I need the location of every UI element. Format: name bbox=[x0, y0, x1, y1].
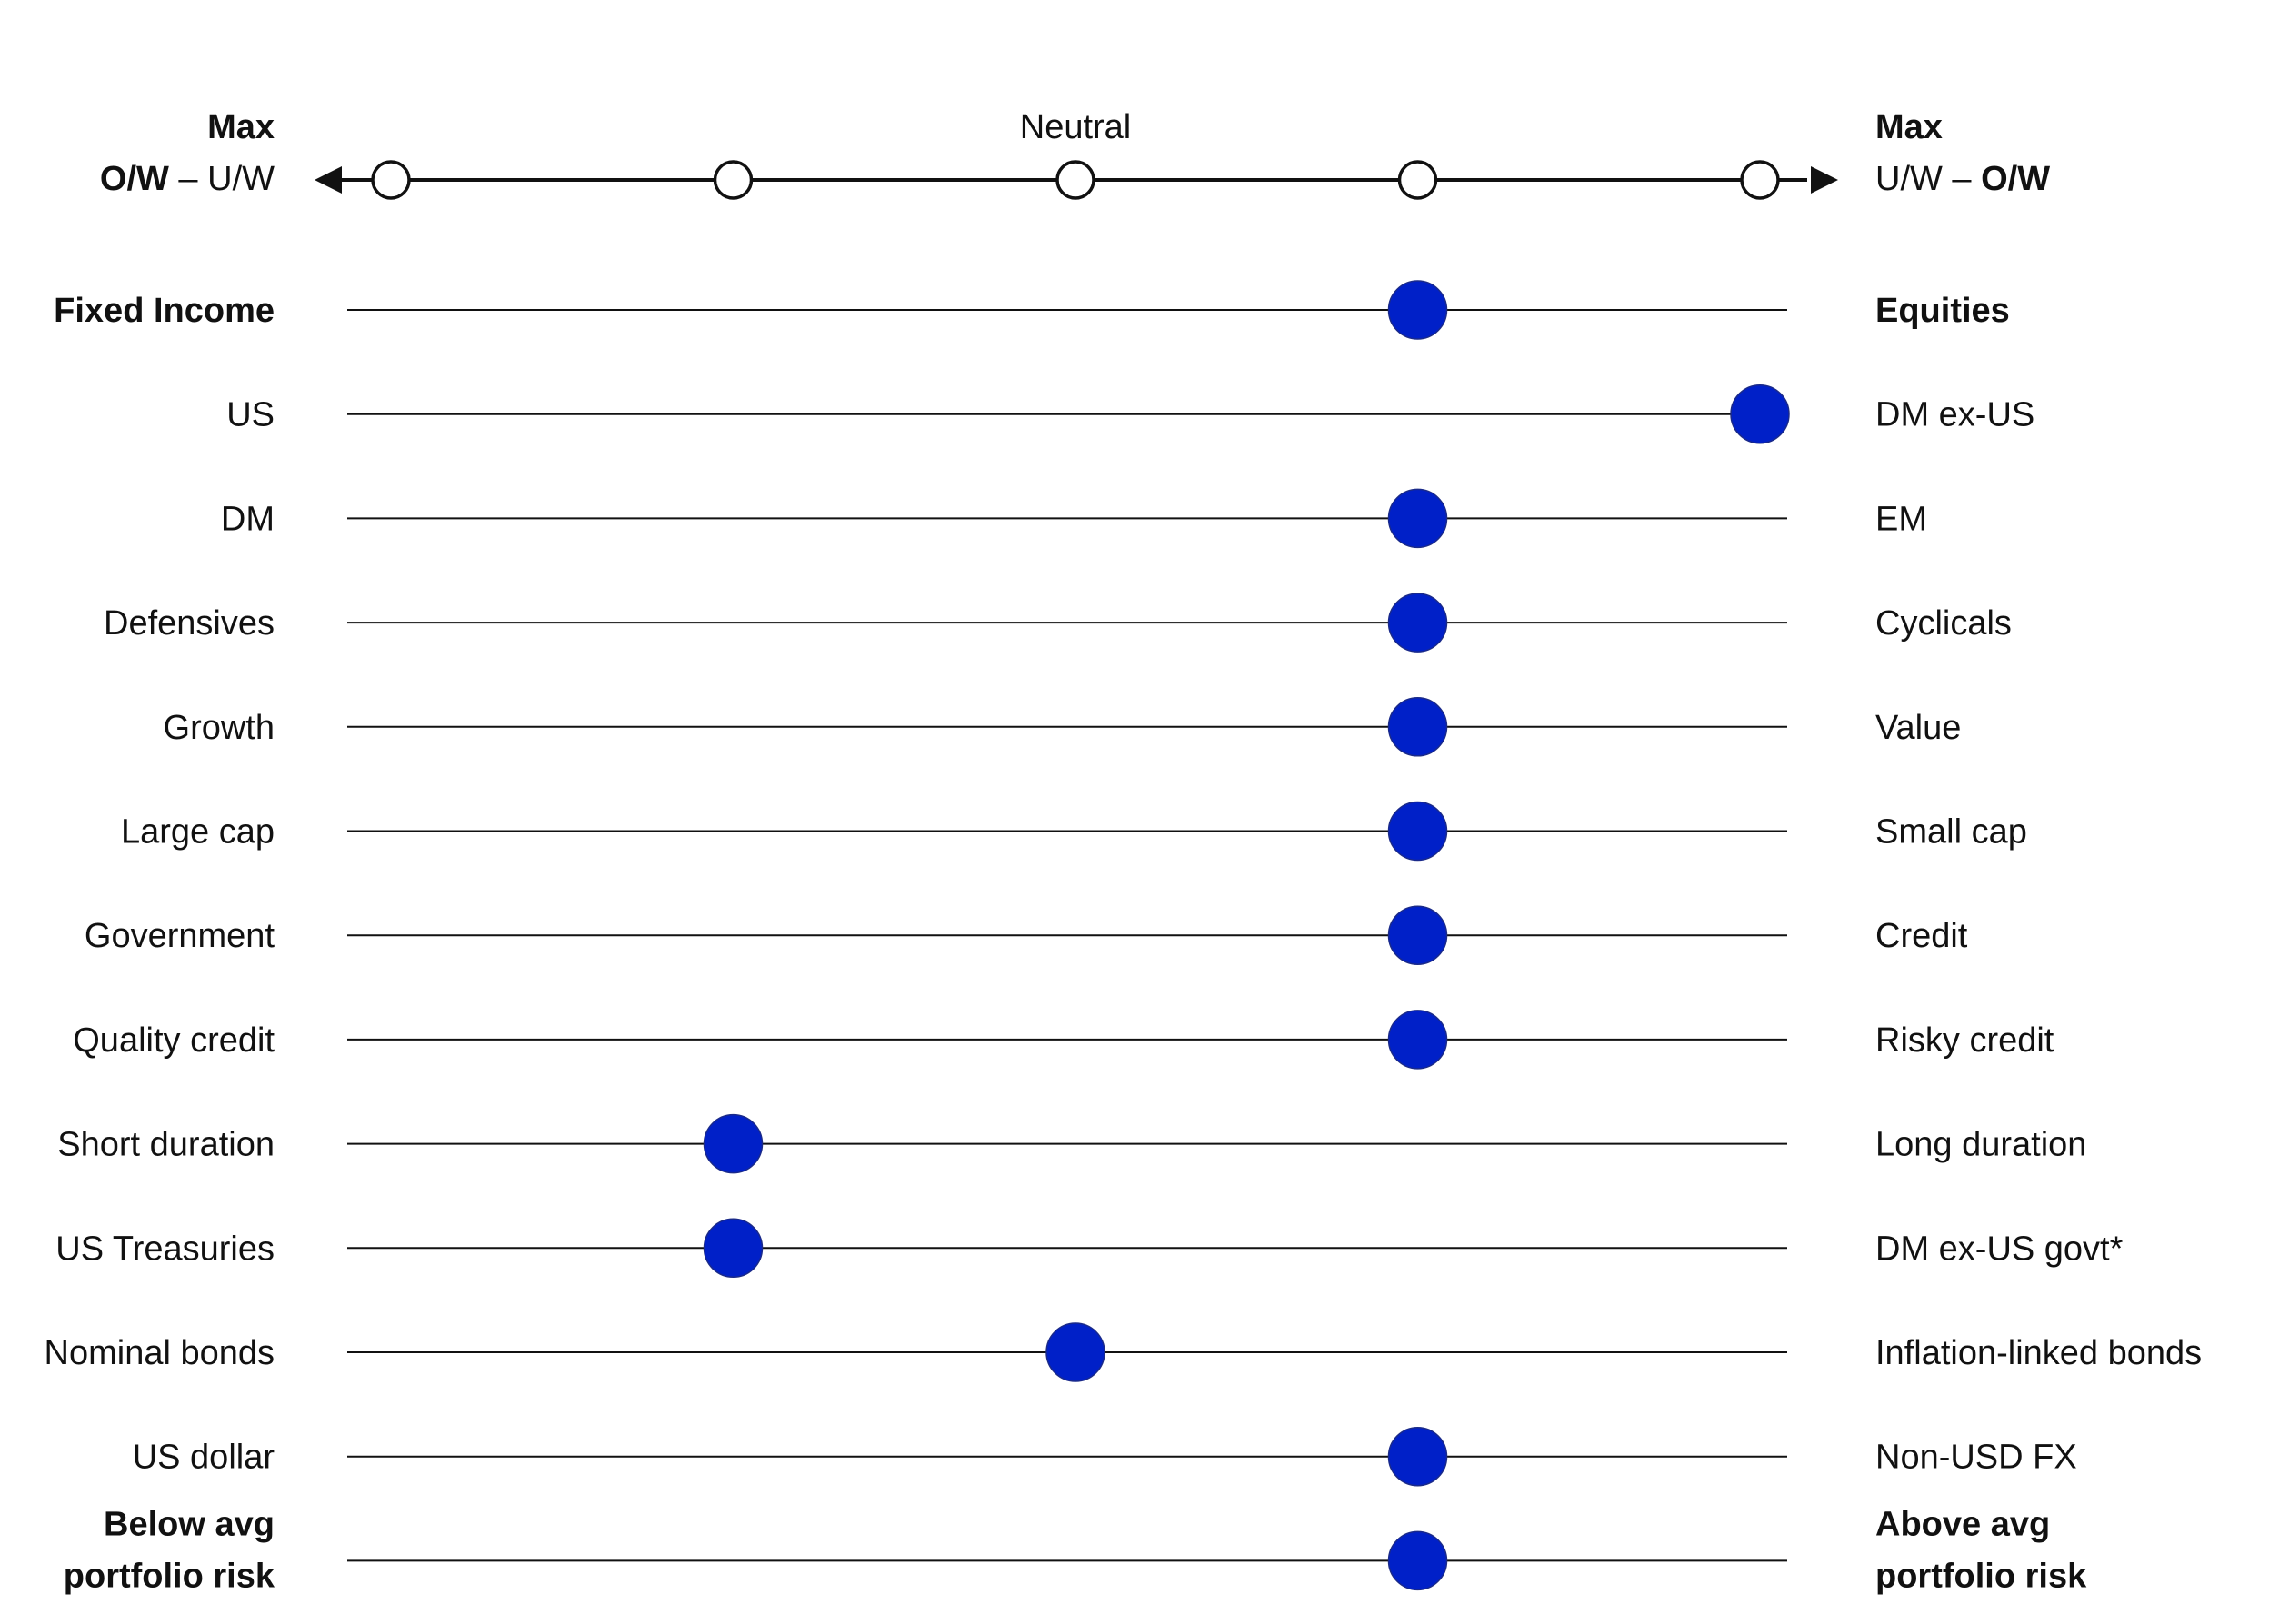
left-max-label: Max bbox=[207, 108, 275, 146]
position-dot bbox=[1387, 1530, 1448, 1591]
scale-marker-2 bbox=[1055, 160, 1095, 200]
position-dot bbox=[1387, 905, 1448, 965]
position-dot bbox=[1730, 384, 1790, 444]
position-dot bbox=[703, 1218, 764, 1279]
left-row-label: US bbox=[226, 396, 275, 434]
scale-marker-4 bbox=[1740, 160, 1780, 200]
left-ow-label: O/W bbox=[100, 160, 169, 198]
chart-row: Defensives Cyclicals bbox=[104, 593, 2012, 653]
right-max-label: Max bbox=[1875, 108, 1943, 146]
scale-marker-3 bbox=[1397, 160, 1438, 200]
position-dot bbox=[1387, 1426, 1448, 1487]
chart-row: Short duration Long duration bbox=[57, 1113, 2086, 1174]
chart-row: US Treasuries DM ex-US govt* bbox=[55, 1218, 2124, 1279]
left-row-label: portfolio risk bbox=[64, 1557, 275, 1595]
chart-row: Government Credit bbox=[85, 905, 1968, 965]
position-dot bbox=[1387, 280, 1448, 340]
left-row-label: Defensives bbox=[104, 604, 275, 643]
rows-group: Fixed Income Equities US DM ex-US DM EM Defens… bbox=[45, 280, 2202, 1595]
position-dot bbox=[1045, 1322, 1105, 1382]
right-row-label: Risky credit bbox=[1875, 1021, 2054, 1060]
left-uw-label: – U/W bbox=[169, 160, 275, 198]
right-row-label: Equities bbox=[1875, 292, 2010, 330]
left-row-label: Large cap bbox=[121, 813, 275, 852]
right-uw-ow-label: U/W – O/W bbox=[1875, 160, 2050, 198]
right-row-label: Credit bbox=[1875, 917, 1968, 955]
left-row-label: Nominal bonds bbox=[45, 1334, 275, 1372]
left-ow-uw-label: O/W – U/W bbox=[100, 160, 275, 198]
chart-row: Quality credit Risky credit bbox=[73, 1010, 2054, 1070]
left-row-label: US Treasuries bbox=[55, 1230, 275, 1268]
right-row-label: Non-USD FX bbox=[1875, 1439, 2077, 1477]
chart-row: Fixed Income Equities bbox=[54, 280, 2010, 340]
chart-row: US dollar Non-USD FX bbox=[133, 1426, 2077, 1487]
right-row-label: DM ex-US bbox=[1875, 396, 2034, 434]
right-row-label: DM ex-US govt* bbox=[1875, 1230, 2124, 1268]
right-row-label: Value bbox=[1875, 709, 1961, 747]
left-row-label: Short duration bbox=[57, 1126, 275, 1164]
left-row-label: Below avg bbox=[104, 1505, 275, 1543]
left-row-label: US dollar bbox=[133, 1439, 275, 1477]
scale-marker-1 bbox=[713, 160, 754, 200]
chart-row: US DM ex-US bbox=[226, 384, 2034, 444]
chart-row: Large cap Small cap bbox=[121, 801, 2027, 862]
scale-header: Max O/W – U/W Neutral Max U/W – O/W bbox=[100, 108, 2050, 200]
scale-arrow-right-icon bbox=[1811, 166, 1838, 194]
position-dot bbox=[1387, 593, 1448, 653]
neutral-label: Neutral bbox=[1020, 108, 1132, 146]
position-dot bbox=[1387, 697, 1448, 757]
right-uw-label: U/W – bbox=[1875, 160, 1981, 198]
right-row-label: EM bbox=[1875, 500, 1927, 538]
right-row-label: Cyclicals bbox=[1875, 604, 2012, 643]
right-row-label: Inflation-linked bonds bbox=[1875, 1334, 2202, 1372]
left-row-label: Growth bbox=[164, 709, 275, 747]
right-ow-label: O/W bbox=[1981, 160, 2050, 198]
position-dot bbox=[703, 1113, 764, 1174]
chart-row: Nominal bonds Inflation-linked bonds bbox=[45, 1322, 2202, 1382]
chart-row: Below avg portfolio risk Above avg portfoli… bbox=[64, 1505, 2087, 1595]
position-dot bbox=[1387, 1010, 1448, 1070]
right-row-label: portfolio risk bbox=[1875, 1557, 2087, 1595]
right-row-label: Above avg bbox=[1875, 1505, 2050, 1543]
chart-row: Growth Value bbox=[164, 697, 1961, 757]
left-row-label: Fixed Income bbox=[54, 292, 275, 330]
scale-arrow-left-icon bbox=[315, 166, 342, 194]
position-dot bbox=[1387, 801, 1448, 862]
position-dot bbox=[1387, 488, 1448, 549]
right-row-label: Long duration bbox=[1875, 1126, 2086, 1164]
left-row-label: DM bbox=[221, 500, 275, 538]
chart-row: DM EM bbox=[221, 488, 1927, 549]
left-row-label: Government bbox=[85, 917, 275, 955]
right-row-label: Small cap bbox=[1875, 813, 2027, 852]
left-row-label: Quality credit bbox=[73, 1021, 275, 1060]
scale-marker-0 bbox=[371, 160, 411, 200]
